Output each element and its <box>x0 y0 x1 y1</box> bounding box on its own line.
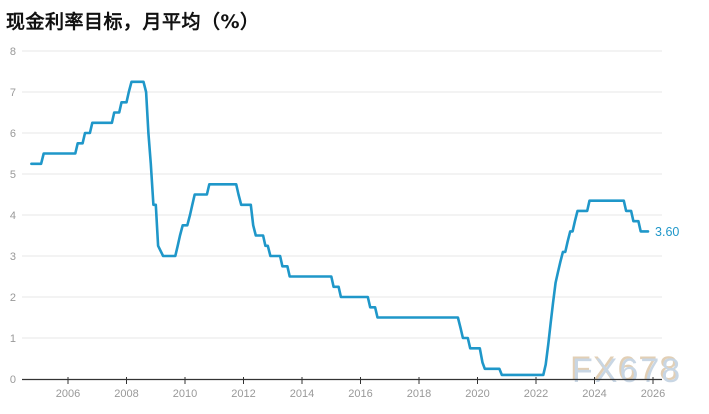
y-axis-label-1: 1 <box>10 333 16 345</box>
x-axis-label-2010: 2010 <box>173 388 197 400</box>
x-axis-label-2020: 2020 <box>465 388 489 400</box>
y-axis-label-2: 2 <box>10 292 16 304</box>
fx678-watermark: FX678 <box>572 352 683 390</box>
x-axis-label-2006: 2006 <box>56 388 80 400</box>
x-axis-label-2018: 2018 <box>407 388 431 400</box>
x-axis-label-2014: 2014 <box>290 388 314 400</box>
y-axis-label-6: 6 <box>10 128 16 140</box>
y-axis-label-5: 5 <box>10 169 16 181</box>
latest-value-label: 3.60 <box>655 225 679 239</box>
chart-title: 现金利率目标，月平均（%） <box>6 11 260 33</box>
cash-rate-series-line <box>30 80 650 377</box>
y-axis-label-3: 3 <box>10 251 16 263</box>
y-axis-label-0: 0 <box>10 374 16 386</box>
x-axis-label-2026: 2026 <box>641 388 665 400</box>
x-axis-label-2022: 2022 <box>524 388 548 400</box>
x-axis-label-2024: 2024 <box>582 388 606 400</box>
x-axis-label-2008: 2008 <box>114 388 138 400</box>
y-axis-label-8: 8 <box>10 46 16 58</box>
x-axis-label-2016: 2016 <box>348 388 372 400</box>
y-axis-label-4: 4 <box>10 210 16 222</box>
y-axis-label-7: 7 <box>10 87 16 99</box>
x-axis-label-2012: 2012 <box>231 388 255 400</box>
